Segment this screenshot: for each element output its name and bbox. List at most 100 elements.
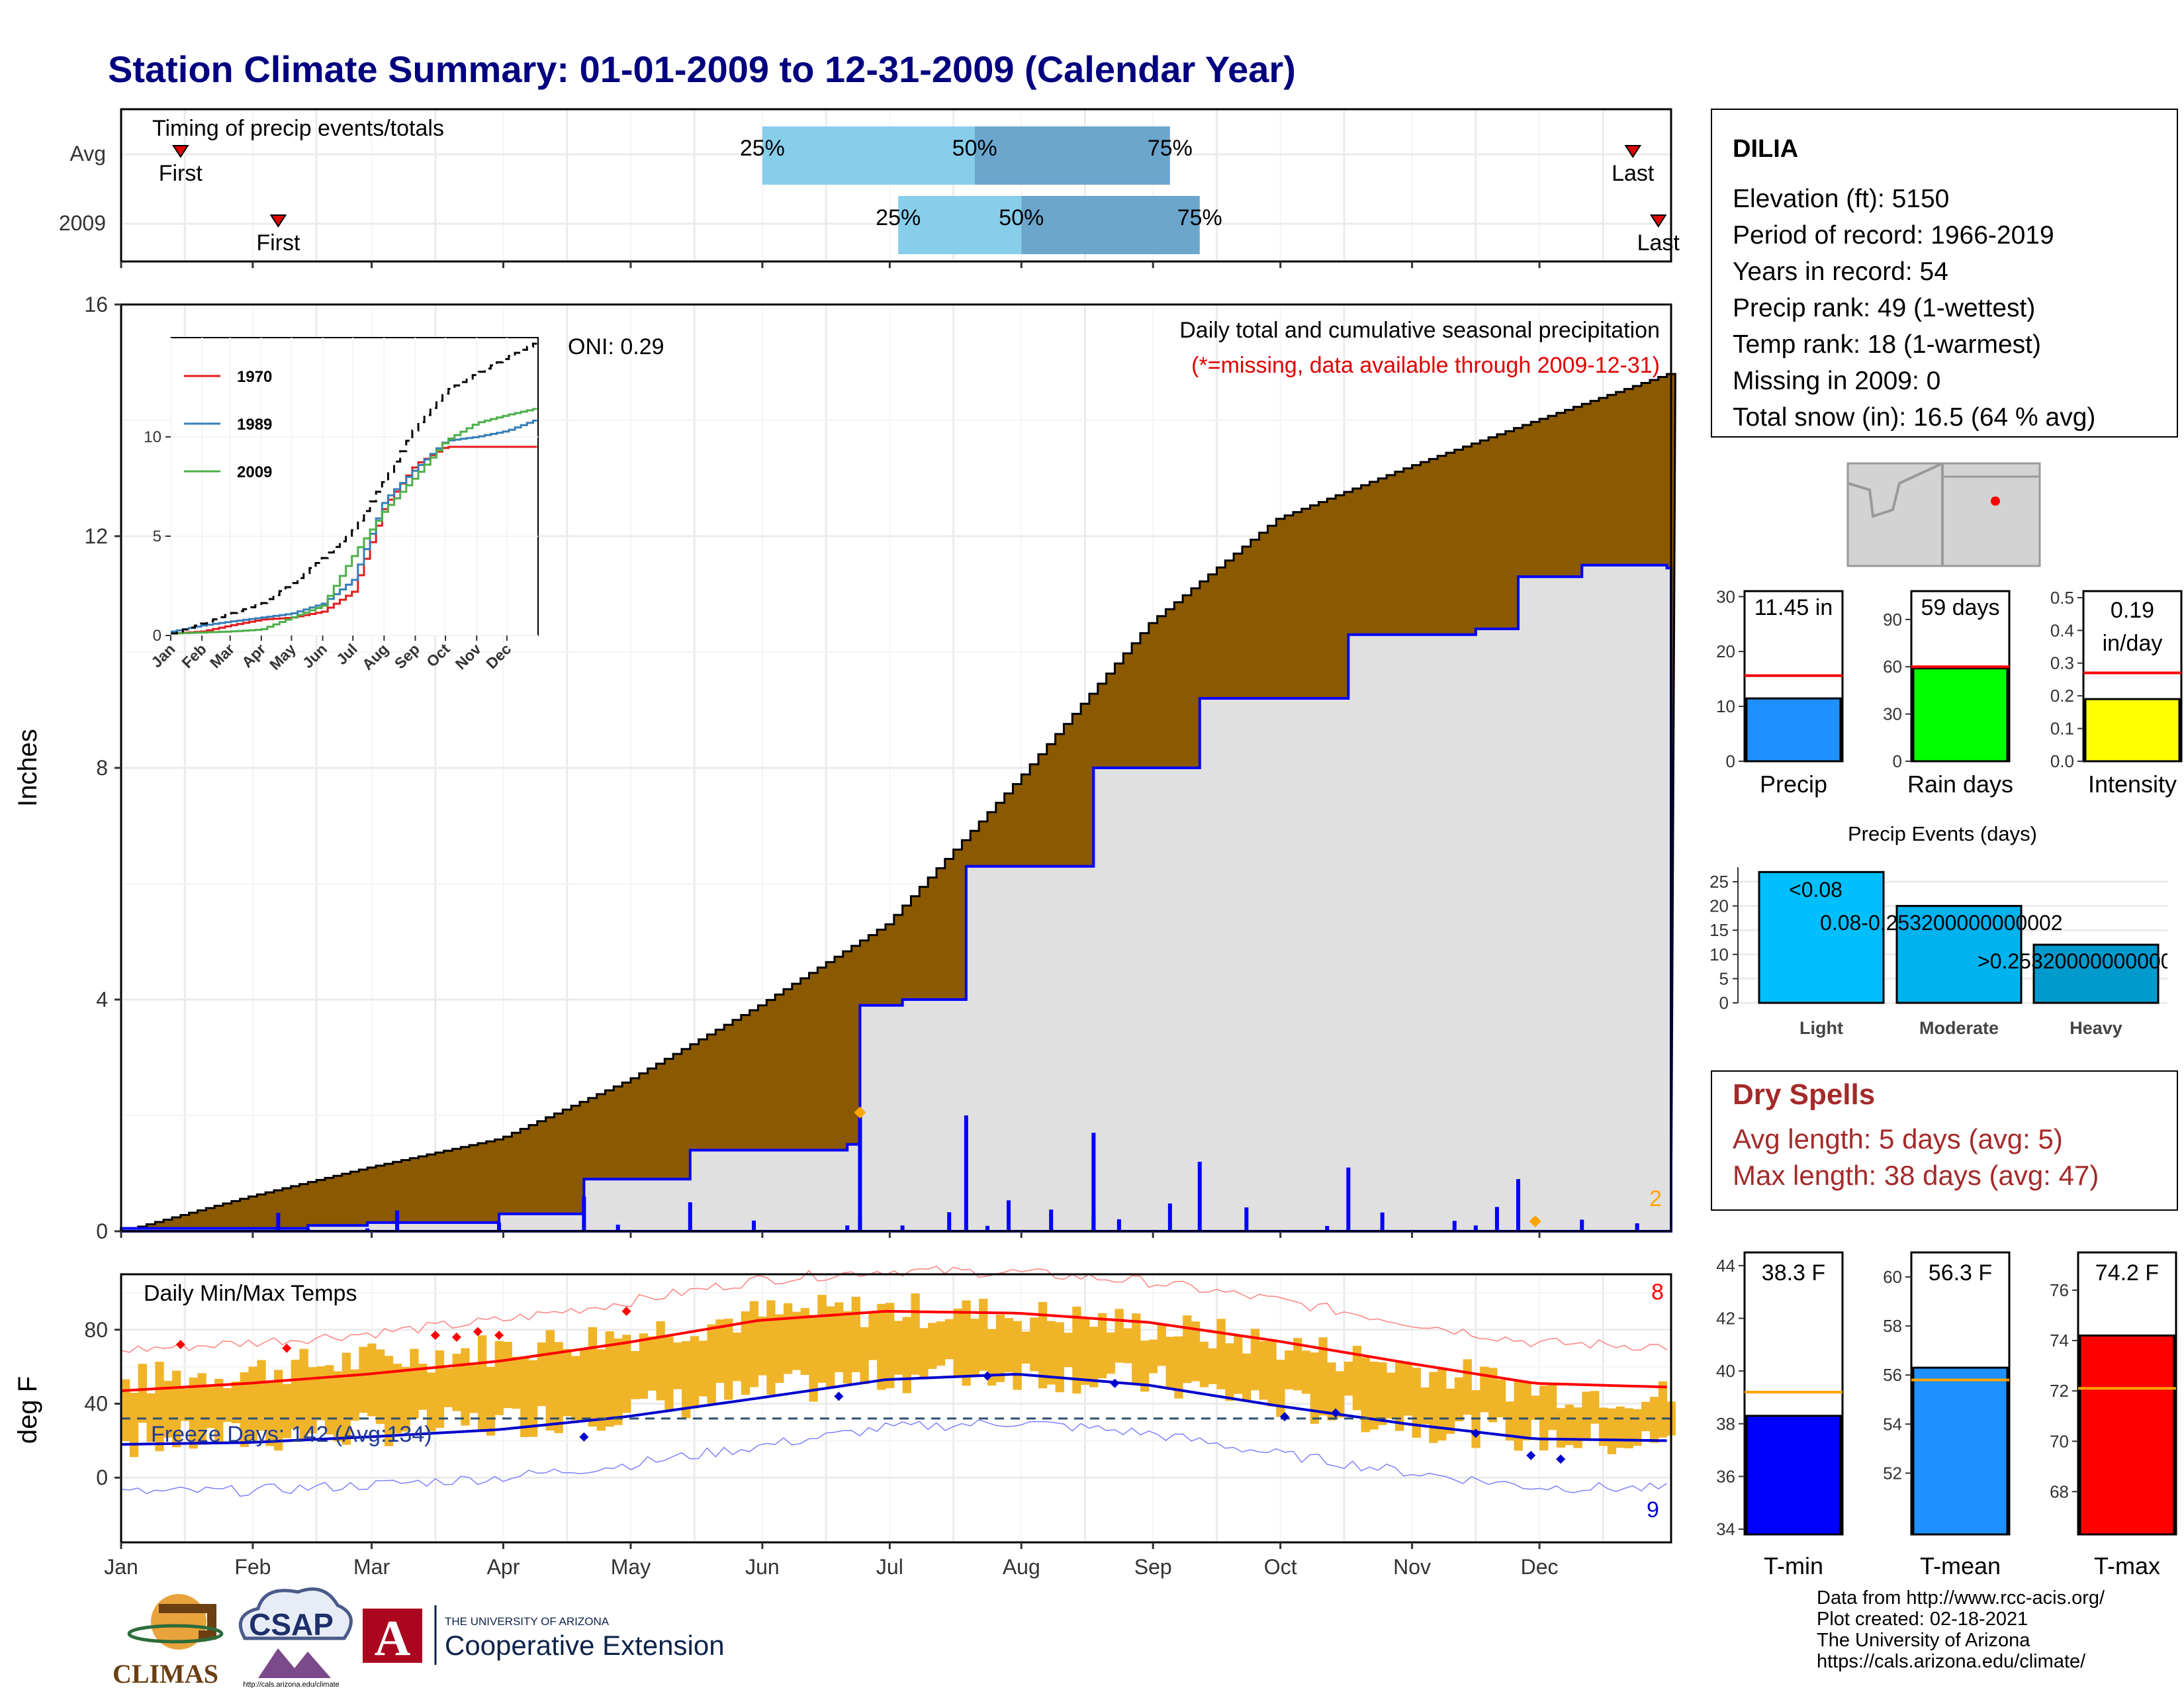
daily-temp-bar <box>248 1366 257 1441</box>
precip-corner-count: 2 <box>1649 1186 1662 1211</box>
bar-value-label: 0.19 <box>2111 598 2154 623</box>
record-low-marker <box>834 1391 844 1401</box>
daily-precip-bar <box>1516 1179 1521 1231</box>
record-high-marker <box>430 1331 440 1340</box>
daily-temp-bar <box>375 1349 385 1425</box>
daily-temp-bar <box>308 1367 317 1434</box>
ua-cooperative-extension: Cooperative Extension <box>445 1630 725 1661</box>
daily-precip-bar <box>947 1212 952 1231</box>
daily-precip-bar <box>1049 1209 1054 1231</box>
daily-temp-bar <box>783 1303 793 1374</box>
daily-temp-bar <box>724 1319 733 1400</box>
daily-precip-bar <box>900 1225 905 1231</box>
daily-temp-bar <box>1420 1387 1430 1425</box>
station-info-box: DILIA Elevation (ft): 5150 Period of reco… <box>1711 109 2178 438</box>
tbar-value-label: 38.3 F <box>1762 1260 1825 1286</box>
daily-temp-bar <box>282 1383 292 1438</box>
daily-temp-bar <box>452 1354 461 1411</box>
precip-y-tick-label: 0 <box>96 1219 108 1243</box>
daily-temp-bar <box>299 1348 308 1440</box>
daily-temp-bar <box>1480 1366 1489 1413</box>
events-y-tick-label: 15 <box>1709 920 1729 940</box>
csap-url: http://cals.arizona.edu/climate <box>243 1681 340 1688</box>
bar-y-tick-label: 0.0 <box>2050 751 2074 771</box>
daily-temp-bar <box>614 1338 623 1425</box>
daily-temp-bar <box>1165 1336 1175 1390</box>
daily-temp-bar <box>1522 1382 1531 1440</box>
precip-missing-line: (*=missing, data available through 2009-… <box>1191 353 1660 378</box>
annual-precip-bars: 11.45 in 0 10 20 30 Precip 59 days 0 30 60 90 Rain … <box>1716 586 2183 798</box>
daily-temp-bar <box>979 1298 988 1371</box>
daily-temp-bar <box>605 1331 614 1427</box>
daily-temp-bar <box>1437 1367 1447 1441</box>
daily-temp-bar <box>1327 1362 1336 1421</box>
tbar-y-tick-label: 36 <box>1716 1466 1735 1486</box>
temperature-panel: Daily Min/Max Temps Freeze Days: 142 (Av… <box>13 1266 1676 1579</box>
csap-logo: CSAP http://cals.arizona.edu/climate <box>238 1587 353 1688</box>
daily-temp-bar <box>189 1378 198 1449</box>
bar-category-label: Rain days <box>1907 771 2013 798</box>
daily-temp-bar <box>1072 1306 1081 1394</box>
daily-temp-bar <box>868 1311 878 1360</box>
daily-precip-bar <box>1325 1225 1330 1231</box>
footer-credits: Data from http://www.rcc-acis.org/Plot c… <box>1817 1587 2105 1672</box>
timing-q50-label: 50% <box>999 205 1044 230</box>
record-low-marker <box>1526 1450 1536 1460</box>
annual-value-bar <box>1912 667 2009 763</box>
timing-q25-q50-bar <box>898 196 1022 254</box>
daily-temp-bar <box>554 1342 563 1433</box>
daily-temp-bar <box>842 1311 852 1384</box>
timing-last-marker <box>1624 145 1642 158</box>
dry-spells-avg: Avg length: 5 days (avg: 5) <box>1733 1123 2063 1154</box>
events-category-label: Light <box>1799 1018 1843 1038</box>
daily-temp-bar <box>1445 1388 1455 1434</box>
daily-temp-bar <box>520 1358 529 1438</box>
daily-temp-bar <box>1242 1353 1251 1402</box>
bar-y-tick-label: 30 <box>1716 586 1735 606</box>
dry-spells-max: Max length: 38 days (avg: 47) <box>1733 1160 2099 1191</box>
timing-q25-label: 25% <box>740 136 785 161</box>
temp-y-axis-label: deg F <box>13 1376 42 1444</box>
daily-temp-bar <box>928 1323 937 1370</box>
station-info-line: Temp rank: 18 (1-warmest) <box>1733 330 2041 359</box>
events-y-tick-label: 10 <box>1709 945 1729 964</box>
station-name: DILIA <box>1733 135 1798 163</box>
daily-temp-bar <box>435 1350 445 1429</box>
daily-temp-bar <box>257 1360 266 1431</box>
daily-precip-bar <box>858 1214 862 1231</box>
month-label: Jul <box>876 1555 903 1579</box>
events-bar <box>1895 905 2023 1004</box>
daily-temp-bar <box>503 1342 512 1409</box>
bar-y-tick-label: 0 <box>1893 751 1902 771</box>
daily-temp-bar <box>469 1364 478 1413</box>
inset-series-line <box>171 419 537 633</box>
tbar-y-tick-label: 68 <box>2050 1481 2069 1501</box>
tbar-y-tick-label: 76 <box>2050 1280 2069 1300</box>
month-label: Aug <box>1003 1555 1040 1579</box>
record-min-line <box>120 1419 1667 1497</box>
events-bar-label: 0.08-0.253200000000002 <box>1820 911 2063 935</box>
precip-y-axis-label: Inches <box>13 729 42 807</box>
daily-precip-bar <box>845 1225 850 1231</box>
daily-temp-bar <box>758 1316 767 1376</box>
daily-temp-bar <box>443 1368 453 1407</box>
daily-temp-bar <box>579 1348 589 1422</box>
bar-y-tick-label: 0.5 <box>2050 588 2074 608</box>
daily-precip-bar <box>1580 1219 1584 1231</box>
bar-y-tick-label: 0.1 <box>2050 719 2074 739</box>
daily-precip-bar <box>1452 1221 1457 1231</box>
events-clip <box>2167 841 2184 1000</box>
ua-small-text: THE UNIVERSITY OF ARIZONA <box>445 1615 610 1628</box>
daily-temp-bar <box>1106 1332 1115 1374</box>
daily-temp-bar <box>214 1378 224 1444</box>
daily-temp-bar <box>1234 1336 1243 1394</box>
daily-temp-bar <box>656 1321 665 1401</box>
tbar-y-tick-label: 42 <box>1716 1309 1735 1329</box>
tbar-y-tick-label: 44 <box>1716 1256 1735 1276</box>
daily-temp-bar <box>1318 1337 1328 1416</box>
inset-y-tick-label: 5 <box>153 528 161 545</box>
daily-temp-bar <box>1488 1368 1498 1423</box>
inset-y-tick-label: 10 <box>144 428 161 446</box>
precip-panel: Daily total and cumulative seasonal prec… <box>13 293 1676 1243</box>
annual-value-bar <box>2084 698 2181 763</box>
